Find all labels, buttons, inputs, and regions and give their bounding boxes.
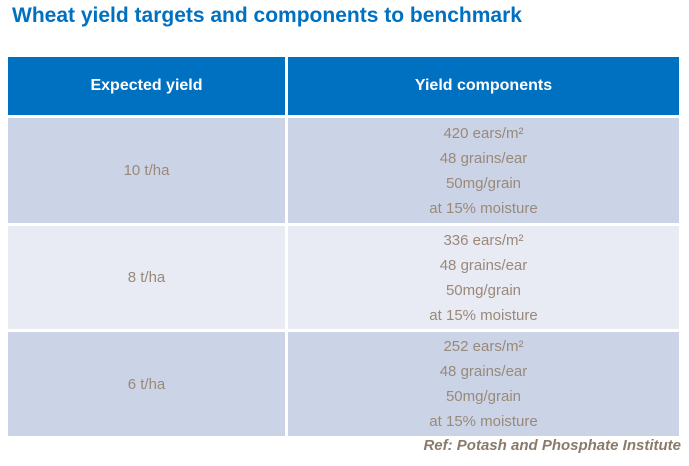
yield-value-8tha: 8 t/ha [8, 226, 285, 329]
component-line-ears: 252 ears/m² [443, 338, 524, 355]
component-line-moisture: at 15% moisture [429, 306, 538, 324]
column-header-expected-yield: Expected yield [8, 57, 285, 115]
reference-note: Ref: Potash and Phosphate Institute [423, 437, 681, 454]
component-line-grain-weight: 50mg/grain [445, 388, 522, 405]
component-line-grains: 48 grains/ear [439, 363, 528, 380]
component-line-grain-weight: 50mg/grain [445, 281, 522, 299]
components-6tha: 252 ears/m² 48 grains/ear 50mg/grain at … [288, 332, 679, 436]
component-line-ears: 420 ears/m² [443, 124, 524, 142]
yield-value-6tha: 6 t/ha [8, 332, 285, 436]
components-10tha: 420 ears/m² 48 grains/ear 50mg/grain at … [288, 118, 679, 223]
component-line-grains: 48 grains/ear [439, 256, 528, 274]
component-line-grains: 48 grains/ear [439, 149, 528, 167]
page-title: Wheat yield targets and components to be… [12, 4, 522, 27]
yield-benchmark-table: Expected yield Yield components 10 t/ha … [8, 57, 679, 436]
yield-value-10tha: 10 t/ha [8, 118, 285, 223]
components-8tha: 336 ears/m² 48 grains/ear 50mg/grain at … [288, 226, 679, 329]
component-line-grain-weight: 50mg/grain [445, 174, 522, 192]
column-header-yield-components: Yield components [288, 57, 679, 115]
component-line-moisture: at 15% moisture [429, 199, 538, 217]
component-line-ears: 336 ears/m² [443, 231, 524, 249]
component-line-moisture: at 15% moisture [429, 413, 538, 430]
